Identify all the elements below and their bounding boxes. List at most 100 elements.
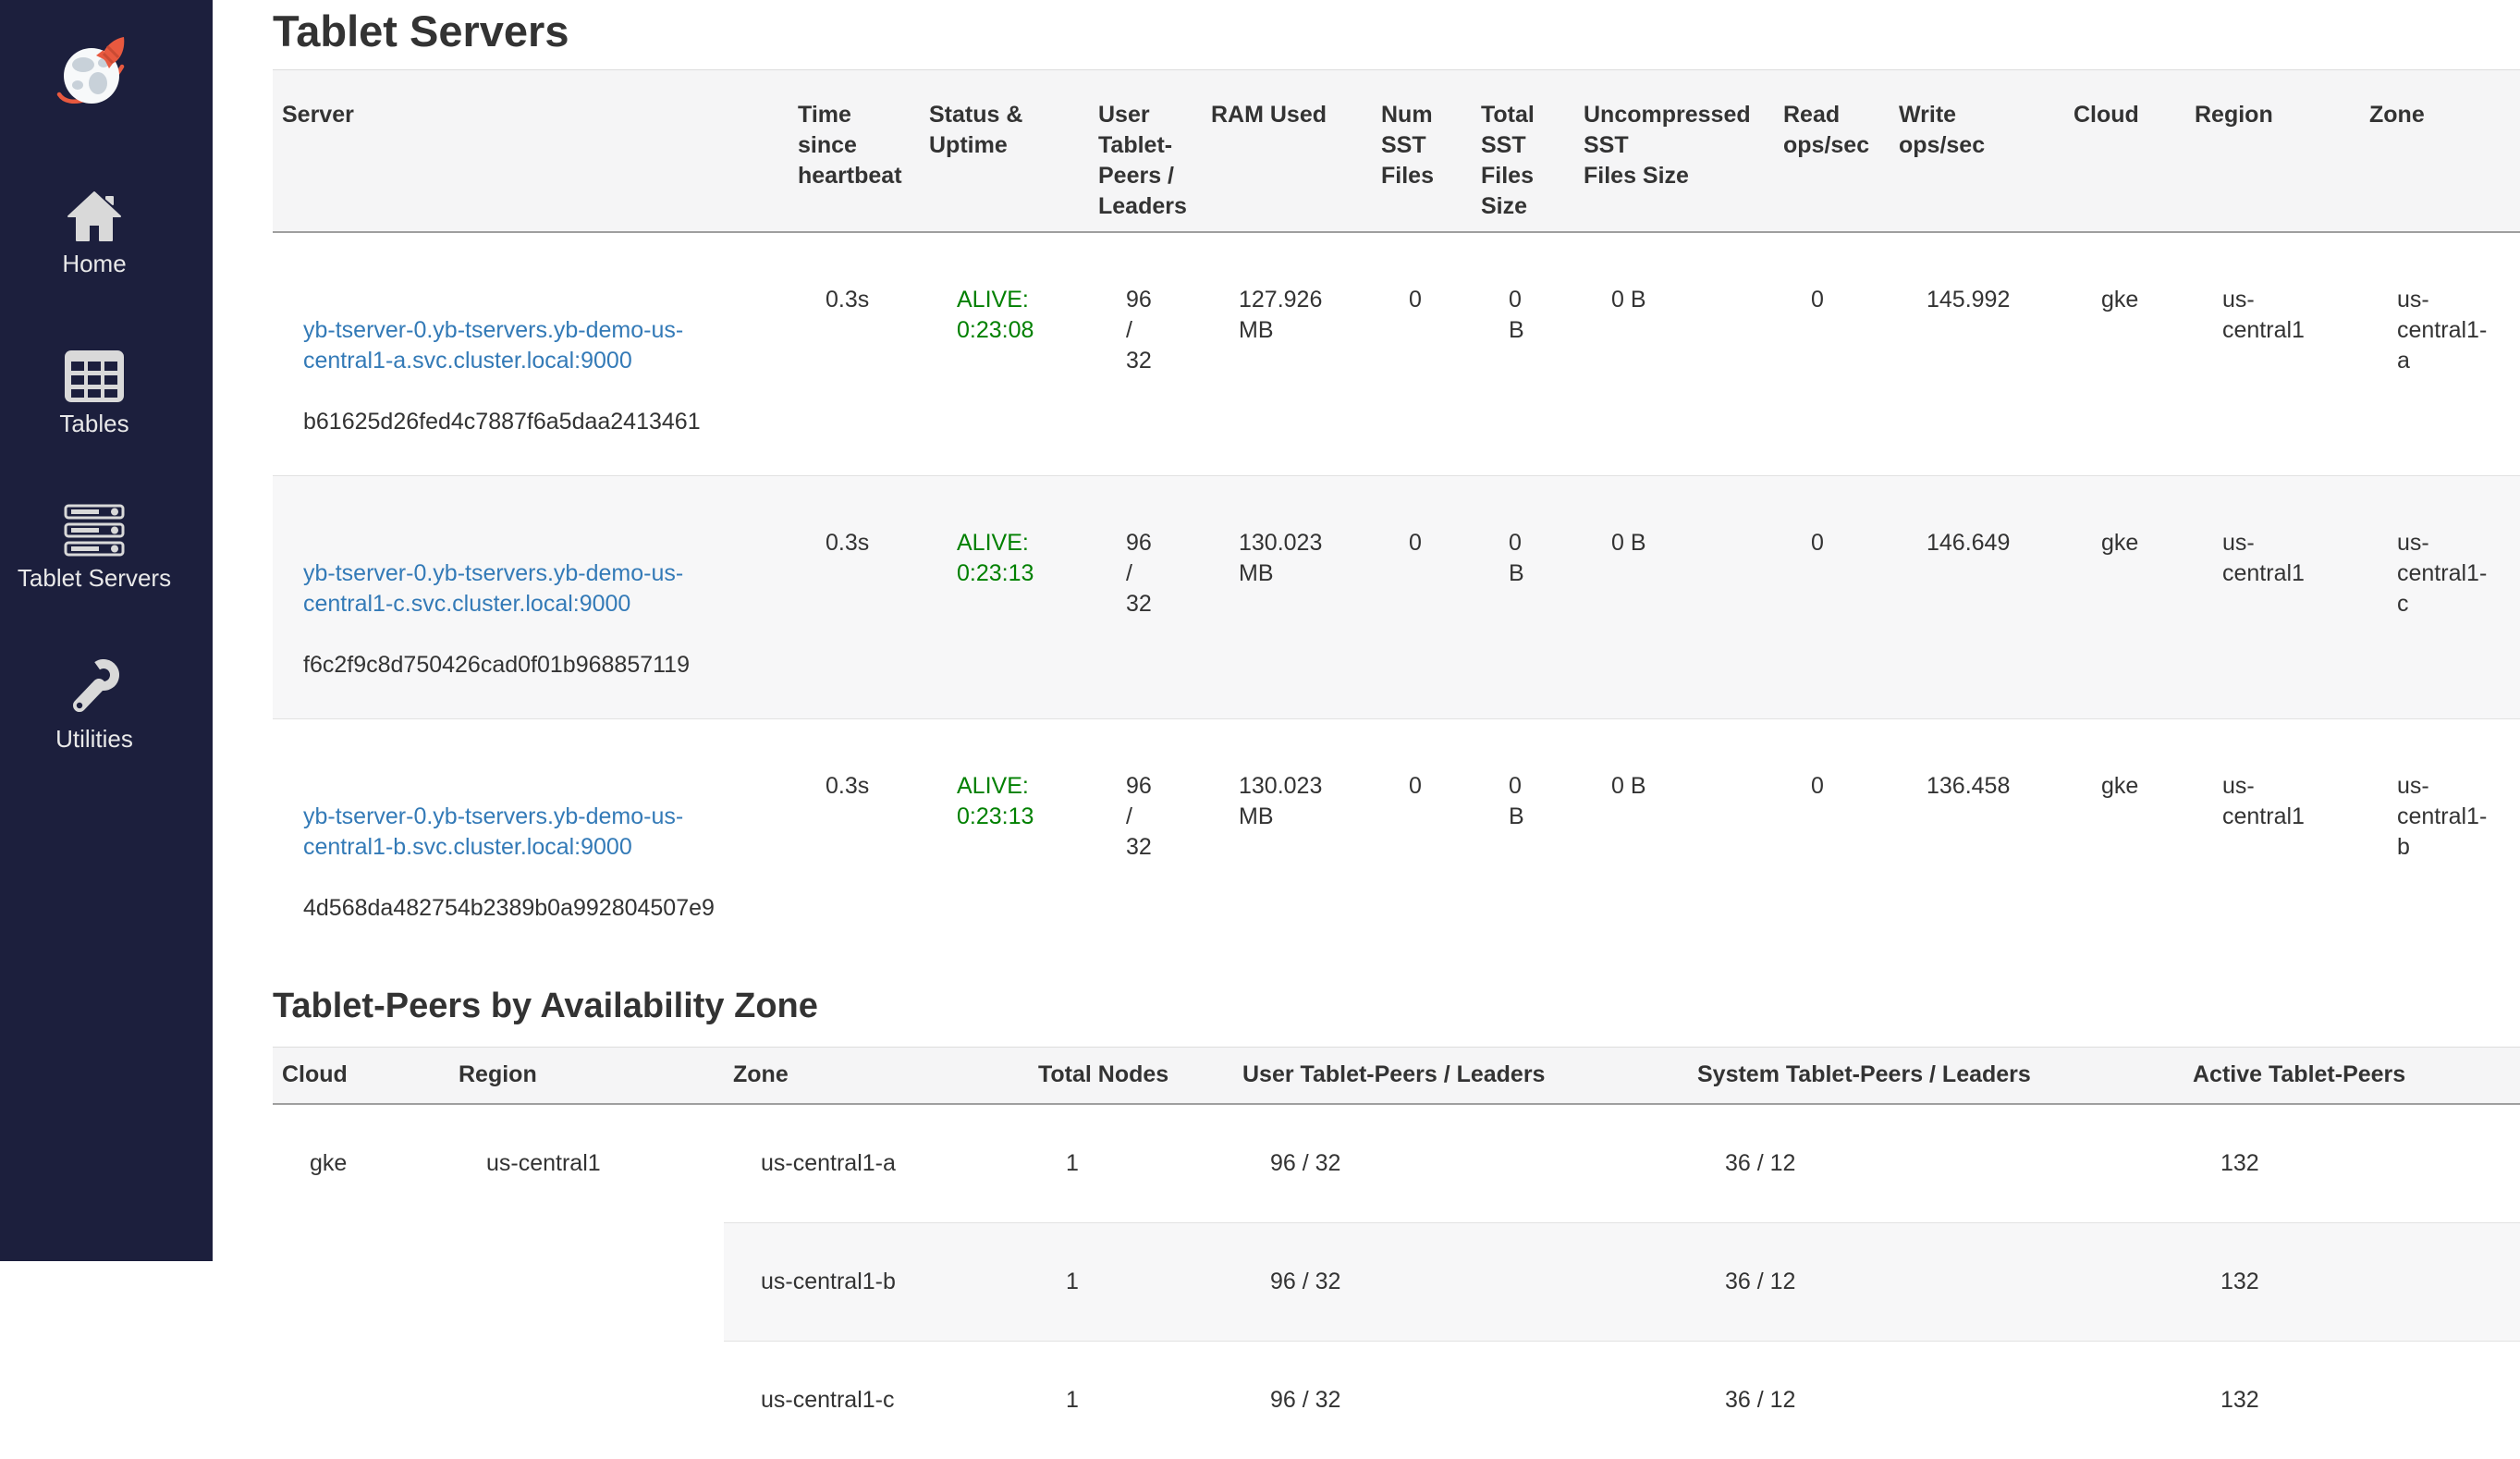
sidebar-item-utilities[interactable]: Utilities [0,659,189,754]
yugabyte-logo[interactable] [55,35,129,113]
col-az-user: User Tablet-Peers / Leaders [1233,1047,1688,1104]
cell-ram: 130.023 MB [1202,475,1372,718]
cell-az-zone: us-central1-c [724,1341,1029,1459]
table-row: yb-tserver-0.yb-tservers.yb-demo-us- cen… [273,475,2520,718]
cell-cloud: gke [2064,475,2185,718]
table-row: gke us-central1 us-central1-a 1 96 / 32 … [273,1104,2520,1222]
cell-az-active: 132 [2184,1222,2520,1341]
col-region: Region [2185,70,2360,232]
tablet-servers-icon [0,504,189,558]
col-az-zone: Zone [724,1047,1029,1104]
cell-read-ops: 0 [1774,475,1890,718]
cell-heartbeat: 0.3s [789,718,920,962]
cell-user-tablets: 96 / 32 [1089,232,1202,476]
cell-total-sst: 0 B [1472,232,1574,476]
cell-az-cloud: gke [273,1104,449,1459]
status-badge: ALIVE: 0:23:13 [920,475,1089,718]
section-title-az: Tablet-Peers by Availability Zone [273,987,2520,1026]
cell-read-ops: 0 [1774,718,1890,962]
cell-region: us- central1 [2185,232,2360,476]
cell-region: us- central1 [2185,718,2360,962]
cell-num-sst: 0 [1372,232,1472,476]
col-ram: RAM Used [1202,70,1372,232]
utilities-icon [0,659,189,718]
cell-az-active: 132 [2184,1104,2520,1222]
table-row: yb-tserver-0.yb-tservers.yb-demo-us- cen… [273,232,2520,476]
col-cloud: Cloud [2064,70,2185,232]
server-link[interactable]: yb-tserver-0.yb-tservers.yb-demo-us- cen… [303,315,781,376]
cell-az-system: 36 / 12 [1688,1222,2184,1341]
tables-icon [0,349,189,403]
az-table: Cloud Region Zone Total Nodes User Table… [273,1047,2520,1459]
sidebar-item-tables[interactable]: Tables [0,349,189,438]
cell-az-zone: us-central1-a [724,1104,1029,1222]
col-status: Status & Uptime [920,70,1089,232]
cell-region: us- central1 [2185,475,2360,718]
col-num-sst: Num SST Files [1372,70,1472,232]
cell-az-user: 96 / 32 [1233,1341,1688,1459]
home-icon [0,190,189,243]
cell-cloud: gke [2064,718,2185,962]
col-heartbeat: Time since heartbeat [789,70,920,232]
cell-user-tablets: 96 / 32 [1089,475,1202,718]
server-link[interactable]: yb-tserver-0.yb-tservers.yb-demo-us- cen… [303,558,781,619]
cell-num-sst: 0 [1372,718,1472,962]
cell-total-sst: 0 B [1472,475,1574,718]
col-total-sst: Total SST Files Size [1472,70,1574,232]
cell-zone: us- central1- b [2360,718,2520,962]
col-user-tablets: User Tablet- Peers / Leaders [1089,70,1202,232]
cell-az-active: 132 [2184,1341,2520,1459]
cell-az-system: 36 / 12 [1688,1104,2184,1222]
cell-az-total-nodes: 1 [1029,1104,1233,1222]
cell-write-ops: 136.458 [1890,718,2064,962]
cell-num-sst: 0 [1372,475,1472,718]
col-zone: Zone [2360,70,2520,232]
cell-az-region: us-central1 [449,1104,724,1459]
cell-heartbeat: 0.3s [789,232,920,476]
servers-header-row: Server Time since heartbeat Status & Upt… [273,70,2520,232]
cell-server: yb-tserver-0.yb-tservers.yb-demo-us- cen… [273,232,789,476]
main-content: Tablet Servers Server Time since heartbe… [213,0,2520,1459]
cell-write-ops: 146.649 [1890,475,2064,718]
col-az-total-nodes: Total Nodes [1029,1047,1233,1104]
col-az-cloud: Cloud [273,1047,449,1104]
cell-total-sst: 0 B [1472,718,1574,962]
cell-ram: 127.926 MB [1202,232,1372,476]
cell-uncompressed-sst: 0 B [1574,232,1774,476]
cell-ram: 130.023 MB [1202,718,1372,962]
cell-server: yb-tserver-0.yb-tservers.yb-demo-us- cen… [273,718,789,962]
cell-zone: us- central1- a [2360,232,2520,476]
cell-uncompressed-sst: 0 B [1574,718,1774,962]
col-az-active: Active Tablet-Peers [2184,1047,2520,1104]
cell-az-user: 96 / 32 [1233,1222,1688,1341]
cell-uncompressed-sst: 0 B [1574,475,1774,718]
status-badge: ALIVE: 0:23:08 [920,232,1089,476]
cell-az-system: 36 / 12 [1688,1341,2184,1459]
col-server: Server [273,70,789,232]
cell-server: yb-tserver-0.yb-tservers.yb-demo-us- cen… [273,475,789,718]
sidebar-item-label: Tablet Servers [0,564,189,593]
sidebar-item-label: Utilities [0,725,189,754]
az-header-row: Cloud Region Zone Total Nodes User Table… [273,1047,2520,1104]
col-write-ops: Write ops/sec [1890,70,2064,232]
sidebar-item-home[interactable]: Home [0,190,189,278]
server-uuid: 4d568da482754b2389b0a992804507e9 [303,893,781,924]
table-row: yb-tserver-0.yb-tservers.yb-demo-us- cen… [273,718,2520,962]
sidebar-item-label: Tables [0,410,189,438]
sidebar-item-tablet-servers[interactable]: Tablet Servers [0,504,189,593]
col-az-system: System Tablet-Peers / Leaders [1688,1047,2184,1104]
cell-az-user: 96 / 32 [1233,1104,1688,1222]
status-badge: ALIVE: 0:23:13 [920,718,1089,962]
server-uuid: b61625d26fed4c7887f6a5daa2413461 [303,407,781,437]
cell-user-tablets: 96 / 32 [1089,718,1202,962]
col-az-region: Region [449,1047,724,1104]
cell-az-total-nodes: 1 [1029,1341,1233,1459]
cell-az-zone: us-central1-b [724,1222,1029,1341]
cell-heartbeat: 0.3s [789,475,920,718]
server-uuid: f6c2f9c8d750426cad0f01b968857119 [303,650,781,680]
page-title: Tablet Servers [273,6,2520,56]
cell-read-ops: 0 [1774,232,1890,476]
cell-zone: us- central1- c [2360,475,2520,718]
server-link[interactable]: yb-tserver-0.yb-tservers.yb-demo-us- cen… [303,802,781,863]
col-read-ops: Read ops/sec [1774,70,1890,232]
